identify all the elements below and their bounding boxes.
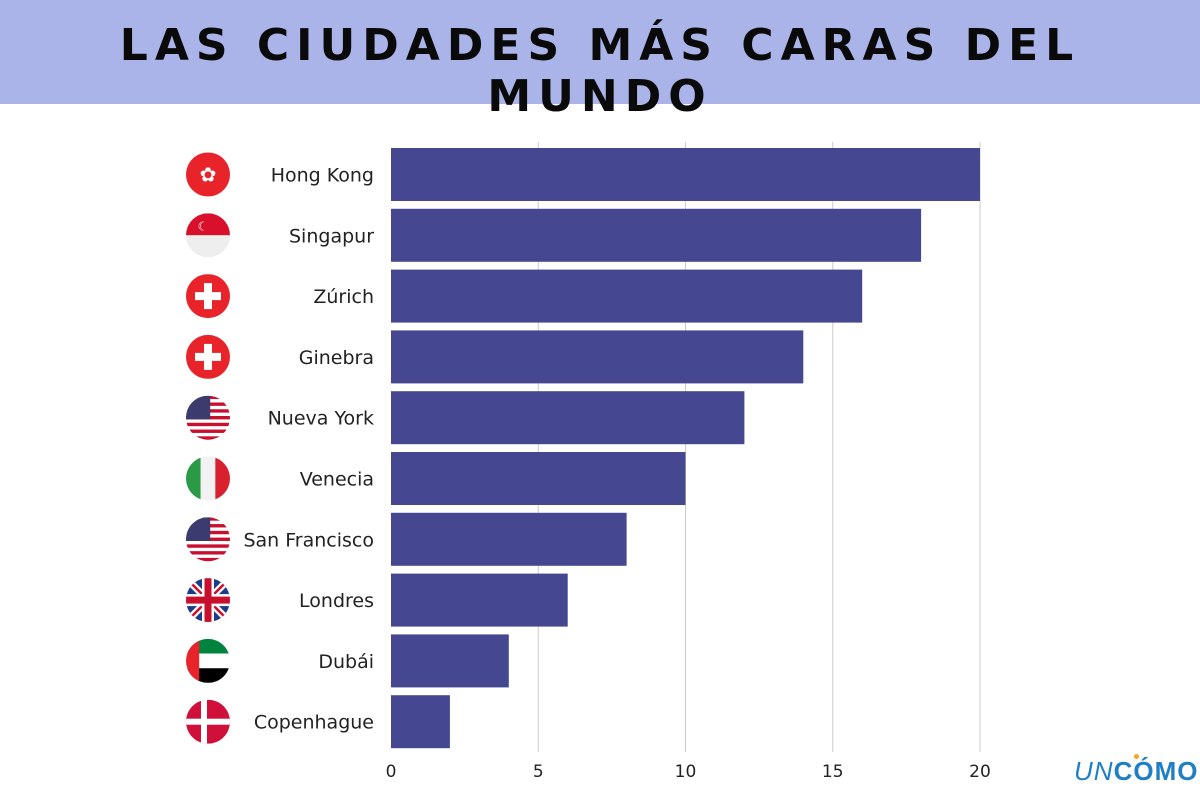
x-tick-label: 20 bbox=[969, 762, 991, 782]
logo-part-un: UN bbox=[1074, 756, 1114, 786]
svg-text:☾: ☾ bbox=[198, 219, 209, 233]
category-label: San Francisco bbox=[243, 529, 374, 551]
category-label: Ginebra bbox=[299, 347, 374, 369]
logo-dot bbox=[1134, 754, 1139, 759]
bar-hong-kong bbox=[391, 148, 980, 201]
category-label: Zúrich bbox=[313, 286, 374, 308]
bar-san-francisco bbox=[391, 512, 627, 566]
category-label: Nueva York bbox=[268, 408, 374, 430]
category-label: Hong Kong bbox=[271, 165, 374, 187]
bar-dub-i bbox=[391, 634, 509, 688]
flag-usa-icon bbox=[186, 395, 230, 440]
title-banner: LAS CIUDADES MÁS CARAS DEL MUNDO bbox=[0, 0, 1200, 122]
uncomo-logo: UNCÓMO bbox=[1074, 756, 1198, 787]
flag-switzerland-icon bbox=[186, 274, 230, 319]
flag-usa-icon bbox=[186, 517, 230, 562]
category-label: Dubái bbox=[318, 651, 374, 673]
bar-ginebra bbox=[391, 330, 804, 384]
svg-text:✿: ✿ bbox=[200, 163, 217, 187]
flag-uk-icon bbox=[186, 578, 230, 623]
bar-singapur bbox=[391, 208, 922, 262]
category-label: Venecia bbox=[300, 469, 374, 491]
x-tick-label: 10 bbox=[675, 762, 697, 782]
category-label: Singapur bbox=[289, 225, 374, 247]
flag-italy-icon bbox=[186, 456, 230, 501]
flag-denmark-icon bbox=[186, 699, 230, 744]
bar-venecia bbox=[391, 452, 686, 505]
bar-z-rich bbox=[391, 269, 863, 323]
category-label: Copenhague bbox=[254, 712, 374, 734]
bar-londres bbox=[391, 573, 568, 627]
flag-switzerland-icon bbox=[186, 334, 230, 379]
x-tick-label: 0 bbox=[386, 762, 397, 782]
bar-copenhague bbox=[391, 695, 450, 749]
logo-part-como: CÓMO bbox=[1113, 756, 1199, 786]
flag-hong-kong-icon: ✿ bbox=[186, 152, 230, 197]
x-tick-label: 5 bbox=[533, 762, 544, 782]
flag-singapore-icon: ☾ bbox=[186, 213, 230, 258]
bar-nueva-york bbox=[391, 391, 745, 445]
x-tick-label: 15 bbox=[822, 762, 844, 782]
page-title: LAS CIUDADES MÁS CARAS DEL MUNDO bbox=[119, 20, 1081, 122]
category-label: Londres bbox=[299, 590, 374, 612]
flag-uae-icon bbox=[186, 638, 230, 683]
